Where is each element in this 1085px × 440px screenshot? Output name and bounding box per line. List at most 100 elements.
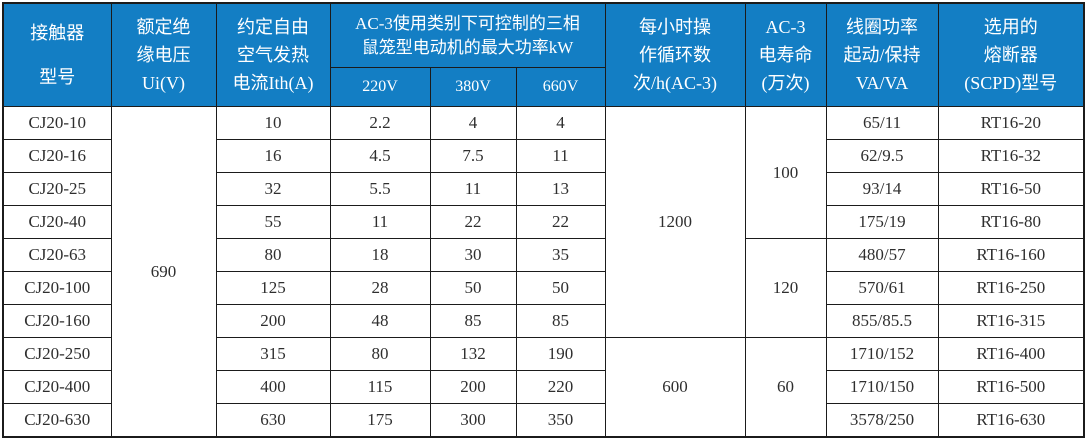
cell-kw-220v: 11 xyxy=(329,205,431,239)
col-header-coil-power: 线圈功率 起动/保持 VA/VA xyxy=(825,2,939,107)
cell-fuse-model: RT16-630 xyxy=(937,403,1085,438)
cell-kw-660v: 220 xyxy=(515,370,606,404)
cell-fuse-model: RT16-500 xyxy=(937,370,1085,404)
cell-fuse-model: RT16-315 xyxy=(937,304,1085,338)
cell-coil-power: 480/57 xyxy=(825,238,939,272)
cell-coil-power: 570/61 xyxy=(825,271,939,305)
cell-fuse-model: RT16-32 xyxy=(937,139,1085,173)
table-row: CJ20-100 125 28 50 50 570/61 RT16-250 xyxy=(2,271,1085,305)
cell-thermal-current: 630 xyxy=(215,403,331,438)
cell-coil-power: 62/9.5 xyxy=(825,139,939,173)
cell-model: CJ20-100 xyxy=(2,271,112,305)
table-row: CJ20-10 690 10 2.2 4 4 1200 100 65/11 RT… xyxy=(2,106,1085,438)
cell-kw-220v: 175 xyxy=(329,403,431,438)
table-row: CJ20-630 630 175 300 350 3578/250 RT16-6… xyxy=(2,403,1085,438)
cell-cycles: 1200 xyxy=(604,106,746,338)
cell-cycles: 600 xyxy=(604,337,746,438)
col-header-380v: 380V xyxy=(429,67,517,107)
table-row: CJ20-63 80 18 30 35 120 480/57 RT16-160 xyxy=(2,238,1085,338)
cell-thermal-current: 125 xyxy=(215,271,331,305)
cell-kw-380v: 50 xyxy=(429,271,517,305)
cell-kw-380v: 85 xyxy=(429,304,517,338)
cell-kw-380v: 200 xyxy=(429,370,517,404)
cell-kw-220v: 4.5 xyxy=(329,139,431,173)
table-row: CJ20-40 55 11 22 22 175/19 RT16-80 xyxy=(2,205,1085,239)
cell-thermal-current: 400 xyxy=(215,370,331,404)
cell-coil-power: 3578/250 xyxy=(825,403,939,438)
cell-insulation-voltage: 690 xyxy=(110,106,217,438)
cell-model: CJ20-10 xyxy=(2,106,112,140)
table-row: CJ20-400 400 115 200 220 1710/150 RT16-5… xyxy=(2,370,1085,404)
cell-fuse-model: RT16-160 xyxy=(937,238,1085,272)
cell-thermal-current: 10 xyxy=(215,106,331,140)
cell-kw-380v: 22 xyxy=(429,205,517,239)
cell-model: CJ20-63 xyxy=(2,238,112,272)
col-header-cycles-per-hour: 每小时操 作循环数 次/h(AC-3) xyxy=(604,2,746,107)
cell-fuse-model: RT16-20 xyxy=(937,106,1085,140)
table-row: CJ20-16 16 4.5 7.5 11 62/9.5 RT16-32 xyxy=(2,139,1085,173)
cell-kw-660v: 22 xyxy=(515,205,606,239)
cell-thermal-current: 80 xyxy=(215,238,331,272)
cell-kw-660v: 190 xyxy=(515,337,606,371)
cell-model: CJ20-25 xyxy=(2,172,112,206)
cell-kw-660v: 35 xyxy=(515,238,606,272)
cell-kw-380v: 7.5 xyxy=(429,139,517,173)
cell-kw-660v: 85 xyxy=(515,304,606,338)
cell-model: CJ20-160 xyxy=(2,304,112,338)
col-header-insulation-voltage: 额定绝 缘电压 Ui(V) xyxy=(110,2,217,107)
col-header-contactor-model: 接触器 型号 xyxy=(2,2,112,107)
col-header-ac3-max-power-group: AC-3使用类别下可控制的三相 鼠笼型电动机的最大功率kW xyxy=(329,2,606,68)
cell-coil-power: 93/14 xyxy=(825,172,939,206)
cell-thermal-current: 32 xyxy=(215,172,331,206)
cell-thermal-current: 16 xyxy=(215,139,331,173)
cell-kw-380v: 132 xyxy=(429,337,517,371)
cell-coil-power: 65/11 xyxy=(825,106,939,140)
cell-model: CJ20-400 xyxy=(2,370,112,404)
header-row-sub: 220V 380V 660V xyxy=(3,67,1084,107)
cell-kw-220v: 18 xyxy=(329,238,431,272)
cell-coil-power: 1710/152 xyxy=(825,337,939,371)
table-row: CJ20-25 32 5.5 11 13 93/14 RT16-50 xyxy=(2,172,1085,206)
cell-kw-220v: 2.2 xyxy=(329,106,431,140)
cell-model: CJ20-630 xyxy=(2,403,112,438)
cell-coil-power: 175/19 xyxy=(825,205,939,239)
cell-model: CJ20-250 xyxy=(2,337,112,371)
cell-kw-220v: 80 xyxy=(329,337,431,371)
cell-kw-220v: 5.5 xyxy=(329,172,431,206)
header-row-main: 接触器 型号 额定绝 缘电压 Ui(V) 约定自由 空气发热 电流Ith(A) … xyxy=(2,2,1085,107)
table-row: CJ20-250 315 80 132 190 600 60 1710/152 … xyxy=(2,337,1085,438)
cell-electrical-life: 60 xyxy=(744,337,827,438)
cell-fuse-model: RT16-50 xyxy=(937,172,1085,206)
cell-electrical-life: 100 xyxy=(744,106,827,239)
cell-kw-660v: 11 xyxy=(515,139,606,173)
cell-model: CJ20-40 xyxy=(2,205,112,239)
col-header-220v: 220V xyxy=(329,67,431,107)
cell-kw-660v: 350 xyxy=(515,403,606,438)
col-header-electrical-life: AC-3 电寿命 (万次) xyxy=(744,2,827,107)
table-row: CJ20-160 200 48 85 85 855/85.5 RT16-315 xyxy=(2,304,1085,338)
cell-kw-380v: 300 xyxy=(429,403,517,438)
cell-coil-power: 1710/150 xyxy=(825,370,939,404)
cell-kw-380v: 30 xyxy=(429,238,517,272)
col-header-thermal-current: 约定自由 空气发热 电流Ith(A) xyxy=(215,2,331,107)
cell-thermal-current: 315 xyxy=(215,337,331,371)
cell-kw-380v: 4 xyxy=(429,106,517,140)
cell-fuse-model: RT16-250 xyxy=(937,271,1085,305)
cell-coil-power: 855/85.5 xyxy=(825,304,939,338)
cell-fuse-model: RT16-80 xyxy=(937,205,1085,239)
cell-kw-380v: 11 xyxy=(429,172,517,206)
cell-kw-220v: 28 xyxy=(329,271,431,305)
cell-kw-220v: 115 xyxy=(329,370,431,404)
col-header-660v: 660V xyxy=(515,67,606,107)
cell-kw-660v: 13 xyxy=(515,172,606,206)
cell-model: CJ20-16 xyxy=(2,139,112,173)
cell-electrical-life: 120 xyxy=(744,238,827,338)
col-header-fuse-model: 选用的 熔断器 (SCPD)型号 xyxy=(937,2,1085,107)
cell-thermal-current: 55 xyxy=(215,205,331,239)
cell-fuse-model: RT16-400 xyxy=(937,337,1085,371)
cell-kw-220v: 48 xyxy=(329,304,431,338)
cell-thermal-current: 200 xyxy=(215,304,331,338)
cell-kw-660v: 4 xyxy=(515,106,606,140)
